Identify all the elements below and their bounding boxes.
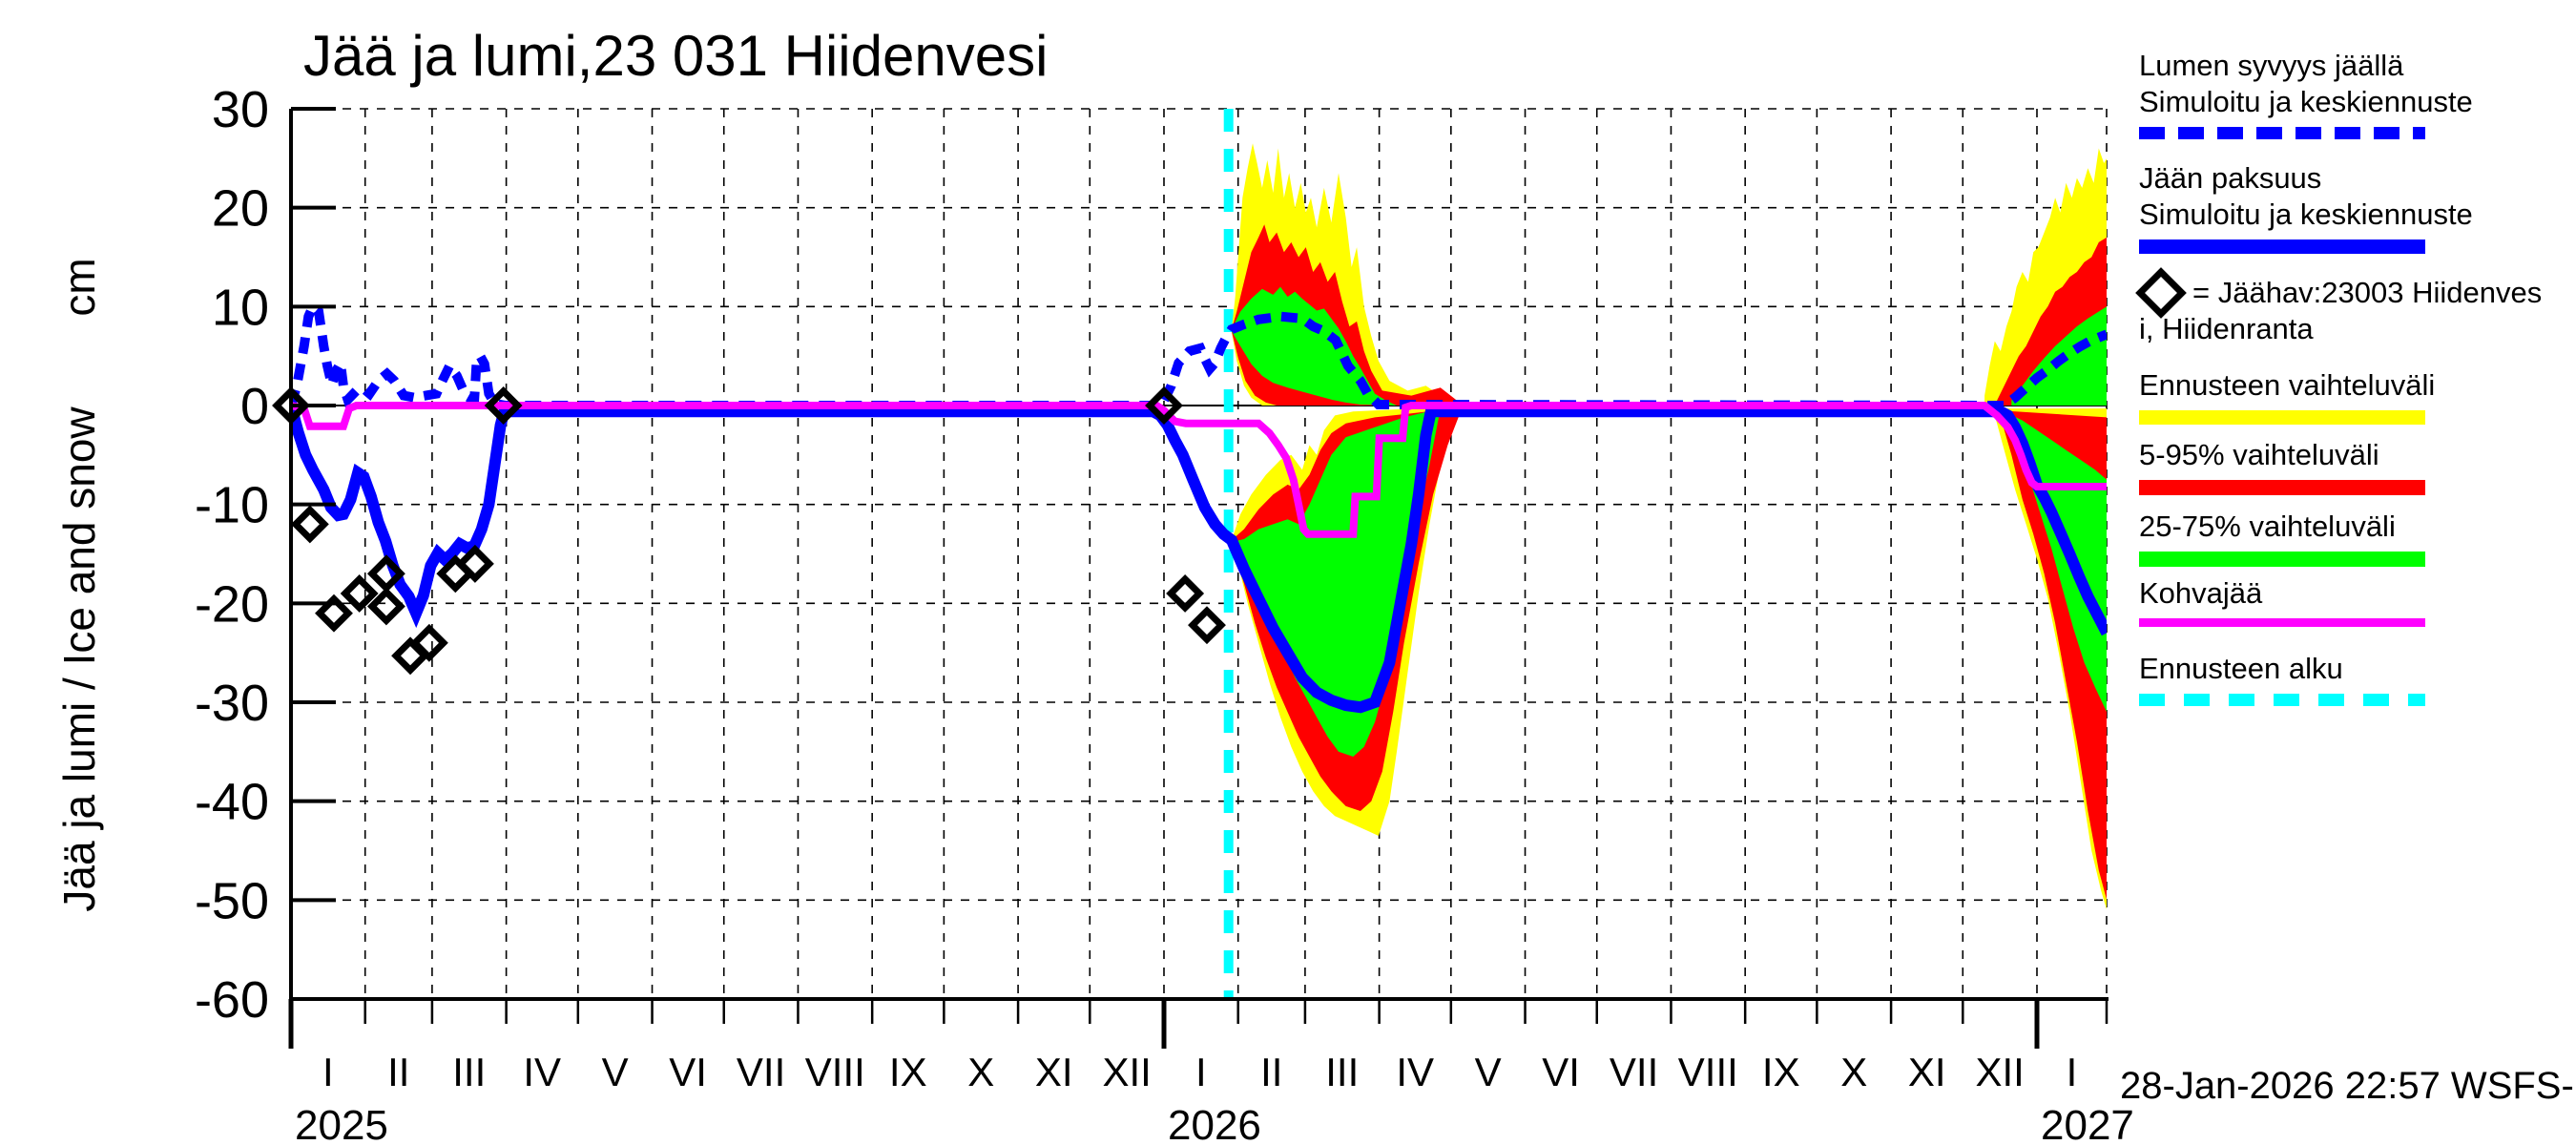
- month-label: IV: [523, 1050, 561, 1094]
- y-tick-label: 30: [212, 81, 269, 138]
- legend-text: Simuloitu ja keskiennuste: [2139, 85, 2473, 118]
- month-label: IV: [1396, 1050, 1434, 1094]
- observation-marker: [290, 505, 329, 544]
- forecast-bands: [1231, 143, 2107, 910]
- observation-marker: [1145, 386, 1183, 425]
- y-tick-label: 20: [212, 180, 269, 238]
- observation-marker: [1188, 606, 1226, 645]
- y-tick-label: -20: [195, 575, 269, 633]
- y-tick-label: -50: [195, 872, 269, 929]
- month-label: XII: [1102, 1050, 1151, 1094]
- month-label: X: [967, 1050, 994, 1094]
- year-label: 2026: [1168, 1102, 1261, 1145]
- month-label: I: [322, 1050, 334, 1094]
- month-label: V: [1475, 1050, 1502, 1094]
- observation-marker: [340, 574, 379, 613]
- observation-marker: [1166, 574, 1205, 613]
- series-snow_depth_on_ice: [291, 299, 2107, 411]
- legend-item-kohva: Kohvajää: [2139, 575, 2574, 627]
- month-label: XI: [1908, 1050, 1946, 1094]
- month-label: III: [452, 1050, 486, 1094]
- month-label: XI: [1035, 1050, 1073, 1094]
- month-label: VIII: [1678, 1050, 1738, 1094]
- legend-text: Ennusteen vaihteluväli: [2139, 368, 2436, 402]
- y-tick-label: -10: [195, 477, 269, 534]
- observation-marker: [484, 386, 523, 425]
- legend-text: i, Hiidenranta: [2139, 312, 2314, 345]
- series-ice_thickness: [291, 404, 2107, 714]
- chart-title: Jää ja lumi,23 031 Hiidenvesi: [303, 24, 1049, 88]
- month-label: V: [602, 1050, 629, 1094]
- y-tick-label: 10: [212, 279, 269, 336]
- year-label: 2025: [295, 1102, 388, 1145]
- legend-text: 5-95% vaihteluväli: [2139, 438, 2379, 471]
- month-label: III: [1325, 1050, 1359, 1094]
- legend-text: Lumen syvyys jäällä: [2139, 49, 2404, 82]
- legend-text: Simuloitu ja keskiennuste: [2139, 198, 2473, 231]
- legend-item-p5_95: 5-95% vaihteluväli: [2139, 437, 2574, 495]
- month-label: VII: [1610, 1050, 1658, 1094]
- legend-text: = Jäähav:23003 Hiidenves: [2135, 267, 2574, 319]
- month-label: XII: [1975, 1050, 2024, 1094]
- legend-item-fstart: Ennusteen alku: [2139, 651, 2574, 706]
- observations: [272, 386, 1226, 676]
- month-label: VI: [1542, 1050, 1580, 1094]
- legend-text: Kohvajää: [2139, 576, 2263, 610]
- legend-item-obs: = Jäähav:23003 Hiidenves i, Hiidenranta: [2135, 267, 2574, 347]
- legend-swatch-p25_75: [2139, 552, 2425, 567]
- legend-swatch-range: [2139, 410, 2425, 425]
- month-label: IX: [1762, 1050, 1800, 1094]
- series-lines: [291, 299, 2107, 714]
- band-w2_snow_25_75: [1231, 286, 1397, 406]
- month-label: I: [1195, 1050, 1207, 1094]
- month-label: I: [2067, 1050, 2078, 1094]
- month-label: VI: [669, 1050, 707, 1094]
- month-label: VIII: [805, 1050, 865, 1094]
- legend-item-snow: Lumen syvyys jäällä Simuloitu ja keskienn…: [2139, 48, 2574, 139]
- series-kohvajaa: [291, 402, 2107, 538]
- legend-text: 25-75% vaihteluväli: [2139, 510, 2396, 543]
- observation-marker: [366, 554, 405, 593]
- month-label: II: [387, 1050, 409, 1094]
- y-tick-label: 0: [240, 378, 269, 435]
- year-label: 2027: [2041, 1102, 2134, 1145]
- y-tick-label: -60: [195, 971, 269, 1029]
- month-label: VII: [737, 1050, 785, 1094]
- legend-swatch-kohva: [2139, 618, 2425, 627]
- month-label: II: [1260, 1050, 1282, 1094]
- month-label: IX: [889, 1050, 927, 1094]
- legend-swatch-snow: [2139, 127, 2425, 139]
- y-tick-label: -40: [195, 774, 269, 831]
- legend-swatch-ice: [2139, 239, 2425, 254]
- month-label: X: [1840, 1050, 1867, 1094]
- legend-swatch-fstart: [2139, 694, 2425, 706]
- legend-item-range: Ennusteen vaihteluväli: [2139, 367, 2574, 425]
- legend-item-p25_75: 25-75% vaihteluväli: [2139, 509, 2574, 567]
- legend-swatch-p5_95: [2139, 480, 2425, 495]
- axes: [288, 106, 2109, 1049]
- timestamp: 28-Jan-2026 22:57 WSFS-P: [2120, 1065, 2576, 1107]
- observation-marker: [409, 623, 448, 662]
- legend-text: Jään paksuus: [2139, 161, 2322, 195]
- legend-item-ice: Jään paksuus Simuloitu ja keskiennuste: [2139, 160, 2574, 254]
- y-tick-label: -30: [195, 675, 269, 732]
- observation-marker: [366, 587, 405, 626]
- observation-marker: [455, 544, 494, 583]
- grid: [290, 108, 2108, 1000]
- legend: Lumen syvyys jäällä Simuloitu ja keskienn…: [2135, 0, 2574, 744]
- legend-text: Ennusteen alku: [2139, 652, 2343, 685]
